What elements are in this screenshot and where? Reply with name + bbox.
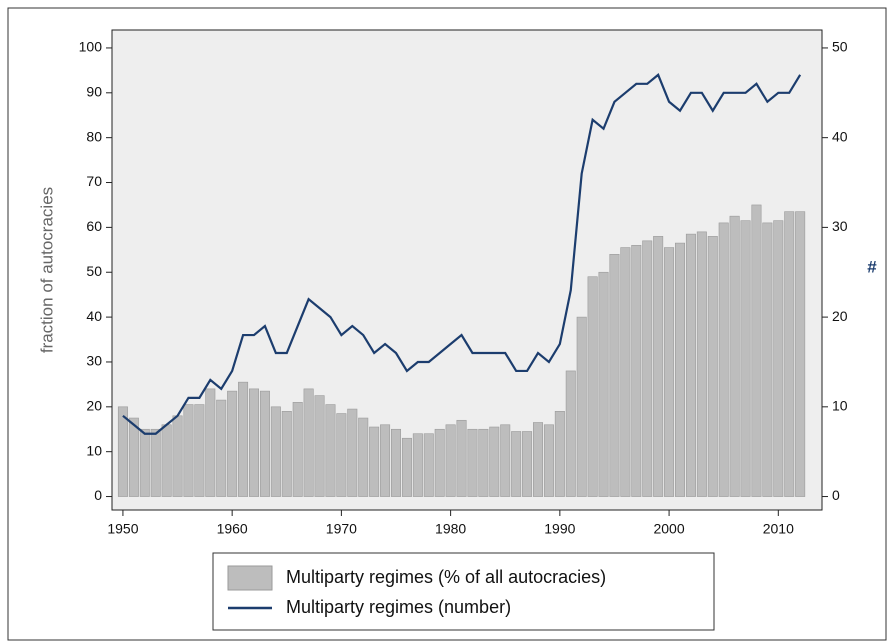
bar (456, 419, 467, 497)
y2-tick-label: 20 (832, 308, 848, 324)
bar (423, 433, 434, 497)
bar (620, 247, 631, 497)
legend (212, 552, 715, 631)
x-tick-label: 2010 (763, 521, 794, 537)
legend-label: Multiparty regimes (number) (286, 597, 511, 617)
bar (685, 233, 696, 497)
x-tick-label: 1960 (217, 521, 248, 537)
bar (314, 395, 325, 497)
y-tick-label: 70 (86, 173, 102, 189)
bar (216, 399, 227, 497)
bar (117, 406, 128, 497)
x-tick-label: 1950 (107, 521, 138, 537)
y-axis-label: fraction of autocracies (37, 187, 56, 353)
x-tick-label: 1980 (435, 521, 466, 537)
bar (445, 424, 456, 497)
bar (380, 424, 391, 497)
bar (707, 236, 718, 497)
y-tick-label: 0 (94, 487, 102, 503)
y-tick-label: 100 (79, 39, 103, 55)
bar (576, 316, 587, 497)
bar (358, 417, 369, 497)
bar (259, 390, 270, 497)
y-tick-label: 40 (86, 308, 102, 324)
bar (773, 220, 784, 497)
bar (369, 426, 380, 497)
bar (609, 253, 620, 497)
bar (587, 276, 598, 497)
bar (729, 215, 740, 497)
bar (172, 415, 183, 497)
bar (522, 431, 533, 497)
bar (205, 388, 216, 497)
legend-label: Multiparty regimes (% of all autocracies… (286, 567, 606, 587)
bar (653, 236, 664, 497)
bar (281, 411, 292, 497)
bar (642, 240, 653, 497)
y-tick-label: 80 (86, 128, 102, 144)
y-tick-label: 90 (86, 84, 102, 100)
bar (762, 222, 773, 497)
bar (292, 402, 303, 497)
bar (347, 408, 358, 497)
bar (238, 381, 249, 497)
bar (467, 428, 478, 497)
y2-axis-label: # (867, 257, 877, 276)
bar (565, 370, 576, 497)
y-tick-label: 60 (86, 218, 102, 234)
bar (412, 433, 423, 497)
bar (489, 426, 500, 497)
bar (631, 245, 642, 497)
bar (183, 404, 194, 497)
bar (249, 388, 259, 497)
bar (784, 211, 795, 497)
bar (161, 424, 172, 497)
bar (150, 428, 161, 497)
bar (718, 222, 729, 497)
y2-tick-label: 10 (832, 398, 848, 414)
x-tick-label: 1970 (326, 521, 357, 537)
y-tick-label: 10 (86, 442, 102, 458)
bar (336, 413, 347, 497)
y-tick-label: 20 (86, 398, 102, 414)
y2-tick-label: 50 (832, 39, 848, 55)
bar (227, 390, 238, 497)
bar (740, 220, 751, 497)
bar (478, 428, 489, 497)
bar (795, 211, 806, 497)
bar (511, 431, 522, 497)
bar (434, 428, 445, 497)
bar (325, 404, 336, 497)
x-tick-label: 2000 (653, 521, 684, 537)
bar (696, 231, 707, 497)
legend-swatch (227, 565, 273, 591)
bar (194, 404, 205, 497)
x-tick-label: 1990 (544, 521, 575, 537)
y2-tick-label: 40 (832, 128, 848, 144)
bar (543, 424, 554, 497)
bar (500, 424, 511, 497)
bar (554, 411, 565, 497)
y2-tick-label: 30 (832, 218, 848, 234)
bar (270, 406, 281, 497)
bar (675, 242, 685, 497)
y-tick-label: 30 (86, 353, 102, 369)
bar (533, 422, 543, 497)
bar (598, 271, 609, 497)
bar (401, 437, 412, 497)
y-tick-label: 50 (86, 263, 102, 279)
bar (391, 428, 401, 497)
bar (664, 247, 675, 497)
line (122, 73, 802, 435)
bar (128, 417, 139, 497)
bar (751, 204, 762, 497)
bar (139, 428, 150, 497)
bar (303, 388, 314, 497)
y2-tick-label: 0 (832, 487, 840, 503)
